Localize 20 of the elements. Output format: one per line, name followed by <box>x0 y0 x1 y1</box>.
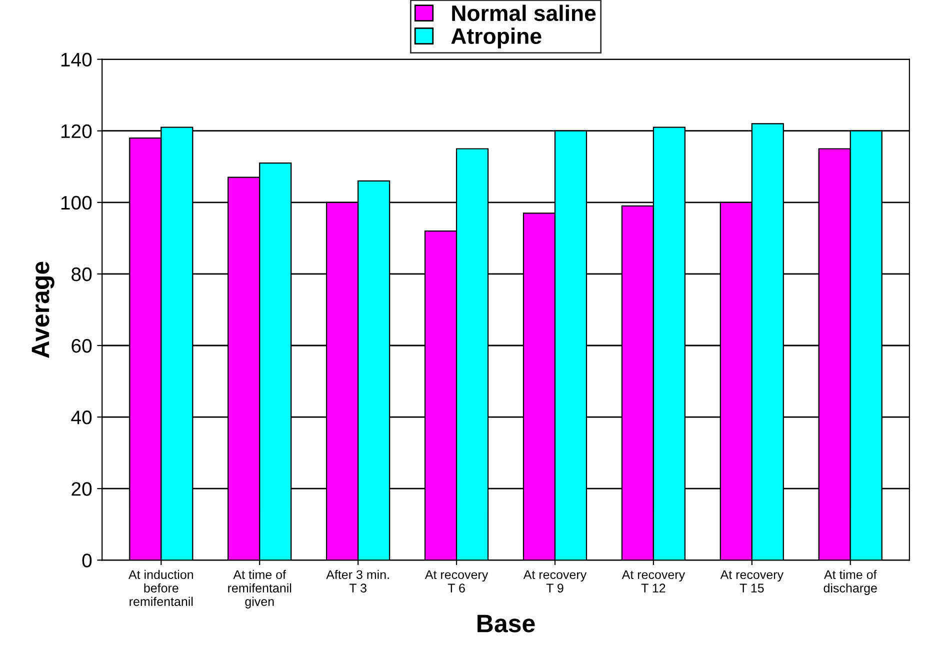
x-tick-label: At time of discharge <box>824 570 877 595</box>
y-tick-label: 120 <box>61 124 92 138</box>
x-tick-label: At recovery T 6 <box>424 570 488 593</box>
y-tick-label: 80 <box>72 267 92 282</box>
x-tick-label: At recovery T 15 <box>720 570 784 593</box>
y-tick-label: 60 <box>72 338 92 353</box>
y-tick-label: 100 <box>61 196 92 210</box>
y-axis-title: Average <box>32 262 54 358</box>
x-axis-title: Base <box>478 614 535 632</box>
y-tick-label: 20 <box>72 482 92 496</box>
x-tick-label: At recovery T 12 <box>622 570 686 592</box>
y-tick-label: 0 <box>82 554 92 568</box>
legend-label: Atropine <box>451 28 542 48</box>
legend-label: Normal saline <box>452 4 596 22</box>
y-tick-label: 140 <box>61 52 92 67</box>
x-tick-label: At recovery T 9 <box>523 570 587 593</box>
x-tick-label: At induction before remifentanil <box>128 570 194 606</box>
x-tick-label: After 3 min. T 3 <box>326 570 389 593</box>
y-tick-label: 40 <box>71 410 92 424</box>
x-tick-label: At time of remifentanil given <box>228 570 292 608</box>
